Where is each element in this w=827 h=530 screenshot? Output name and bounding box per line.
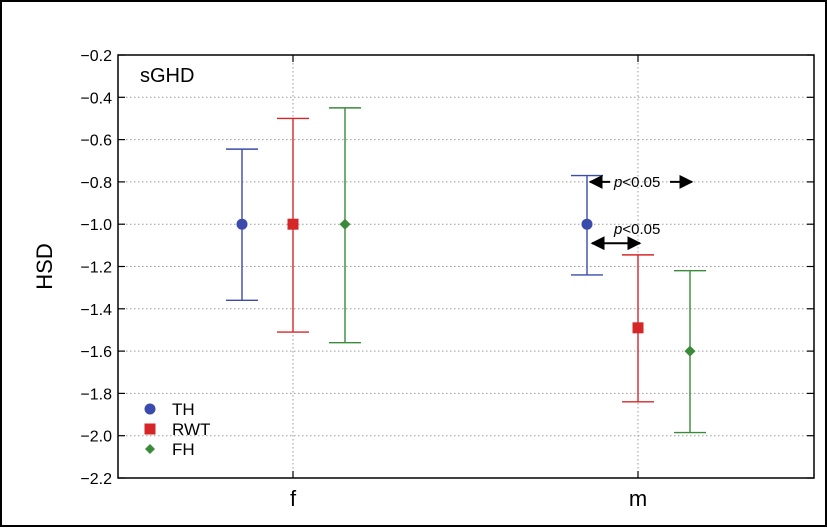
y-tick-label: −1.0 xyxy=(80,217,112,234)
y-tick-label: −1.8 xyxy=(80,386,112,403)
y-tick-label: −0.4 xyxy=(80,90,112,107)
x-tick-label: m xyxy=(629,486,647,511)
legend-label: TH xyxy=(172,400,195,419)
series-rwt xyxy=(277,117,654,403)
legend-label: FH xyxy=(172,440,195,459)
y-tick-label: −2.0 xyxy=(80,429,112,446)
series-fh xyxy=(329,107,706,434)
y-axis-label: HSD xyxy=(32,243,57,289)
y-tick-label: −2.2 xyxy=(80,471,112,488)
y-tick-label: −1.4 xyxy=(80,302,112,319)
y-tick-label: −1.2 xyxy=(80,260,112,277)
legend-marker xyxy=(145,444,155,454)
data-point-diamond xyxy=(684,345,696,357)
p-value-label-2: p<0.05 xyxy=(613,221,660,238)
legend-marker xyxy=(144,403,156,415)
y-tick-label: −0.6 xyxy=(80,133,112,150)
legend-item-th: TH xyxy=(144,400,195,419)
data-point-diamond xyxy=(339,218,351,230)
legend-item-fh: FH xyxy=(145,440,195,459)
y-tick-label: −0.8 xyxy=(80,175,112,192)
annotations: p<0.05 p<0.05 xyxy=(588,174,694,251)
legend-label: RWT xyxy=(172,420,210,439)
data-point-circle xyxy=(236,218,248,230)
series-th xyxy=(226,148,603,302)
x-tick-label: f xyxy=(290,486,297,511)
y-axis: −0.2 −0.4 −0.6 −0.8 −1.0 −1.2 −1.4 −1.6 −1.8 −2.0… xyxy=(80,48,814,488)
y-tick-label: −0.2 xyxy=(80,48,112,65)
chart-title: sGHD xyxy=(140,65,194,87)
legend-item-rwt: RWT xyxy=(144,420,210,439)
legend-marker xyxy=(144,423,156,435)
p-value-label-1: p<0.05 xyxy=(613,174,660,191)
data-point-square xyxy=(287,218,299,230)
data-point-square xyxy=(632,322,644,334)
y-tick-label: −1.6 xyxy=(80,344,112,361)
data-point-circle xyxy=(581,218,593,230)
grid-lines xyxy=(118,55,814,478)
series-group xyxy=(226,107,706,434)
